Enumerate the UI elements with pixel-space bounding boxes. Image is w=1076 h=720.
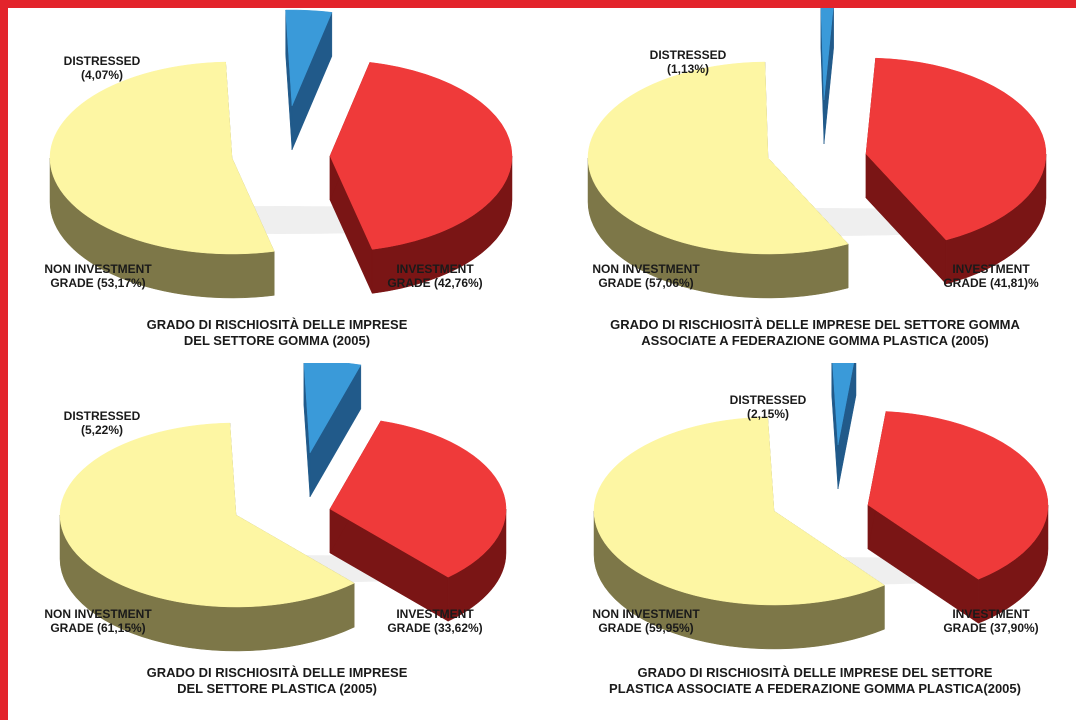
label-investment: INVESTMENT GRADE (41,81)% xyxy=(943,262,1039,290)
pie-chart-svg xyxy=(59,363,507,652)
label-distressed: DISTRESSED (5,22%) xyxy=(63,409,141,437)
pie-chart-svg xyxy=(587,8,1047,299)
chart-panel-gomma-federazione: DISTRESSED (1,13%) NON INVESTMENT GRADE … xyxy=(546,8,1076,360)
pie-slice-distressed xyxy=(831,363,857,490)
chart-title: GRADO DI RISCHIOSITÀ DELLE IMPRESE DEL S… xyxy=(146,317,408,348)
pie-slice-investment xyxy=(329,419,507,622)
pie-slice-distressed xyxy=(820,8,834,145)
pie-slice-non-investment xyxy=(59,422,355,652)
pie-slice-non-investment xyxy=(593,416,885,650)
pie-chart-svg xyxy=(49,9,513,299)
label-non-investment: NON INVESTMENT GRADE (61,15%) xyxy=(44,607,152,635)
chart-title: GRADO DI RISCHIOSITÀ DELLE IMPRESE DEL S… xyxy=(146,665,408,696)
label-distressed: DISTRESSED (4,07%) xyxy=(63,54,141,82)
pie-slice-investment xyxy=(329,62,513,294)
pie-slice-non-investment xyxy=(49,61,275,299)
chart-title: GRADO DI RISCHIOSITÀ DELLE IMPRESE DEL S… xyxy=(610,317,1020,348)
pie-slice-investment xyxy=(865,57,1047,285)
pie-slice-distressed xyxy=(285,9,333,151)
chart-title: GRADO DI RISCHIOSITÀ DELLE IMPRESE DEL S… xyxy=(609,665,1021,696)
pie-chart-svg xyxy=(593,363,1049,650)
pie-slice-investment xyxy=(867,411,1049,624)
chart-panel-plastica: DISTRESSED (5,22%) NON INVESTMENT GRADE … xyxy=(8,363,546,715)
chart-panel-plastica-federazione: DISTRESSED (2,15%) NON INVESTMENT GRADE … xyxy=(546,363,1076,715)
label-non-investment: NON INVESTMENT GRADE (53,17%) xyxy=(44,262,152,290)
label-distressed: DISTRESSED (1,13%) xyxy=(649,48,727,76)
label-investment: INVESTMENT GRADE (37,90%) xyxy=(943,607,1039,635)
label-investment: INVESTMENT GRADE (42,76%) xyxy=(387,262,483,290)
pie-slice-non-investment xyxy=(587,61,849,299)
pie-slice-distressed xyxy=(303,363,362,498)
chart-panel-gomma: DISTRESSED (4,07%) NON INVESTMENT GRADE … xyxy=(8,8,546,360)
label-investment: INVESTMENT GRADE (33,62%) xyxy=(387,607,483,635)
label-non-investment: NON INVESTMENT GRADE (59,95%) xyxy=(592,607,700,635)
label-non-investment: NON INVESTMENT GRADE (57,06%) xyxy=(592,262,700,290)
label-distressed: DISTRESSED (2,15%) xyxy=(729,393,807,421)
